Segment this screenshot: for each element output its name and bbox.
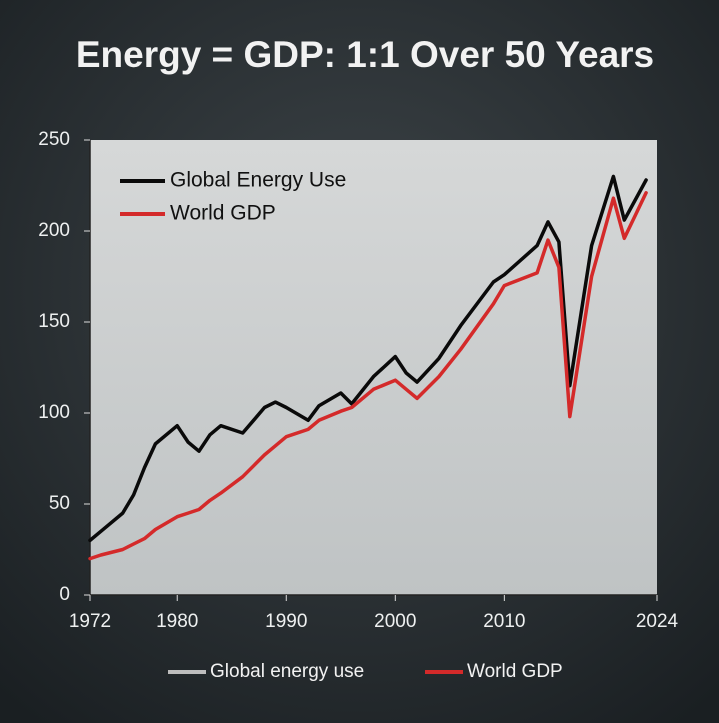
- x-tick-label: 2024: [636, 611, 679, 632]
- chart-title: Energy = GDP: 1:1 Over 50 Years: [76, 34, 654, 75]
- x-tick-label: 1990: [265, 611, 307, 632]
- y-tick-label: 100: [38, 402, 70, 423]
- x-tick-label: 2010: [483, 611, 525, 632]
- legend-label: Global energy use: [210, 661, 364, 682]
- y-tick-label: 150: [38, 311, 70, 332]
- legend-label: Global Energy Use: [170, 169, 346, 192]
- bottom-legend: Global energy use World GDP: [168, 661, 563, 682]
- legend-label: World GDP: [467, 661, 563, 682]
- x-tick-label: 2000: [374, 611, 416, 632]
- legend-label: World GDP: [170, 202, 276, 225]
- marks: 0 50 100 150 200 250 1972 1980 1990 2000 2010 2024: [38, 129, 678, 632]
- plot-area: [90, 140, 657, 595]
- x-tick-label: 1972: [69, 611, 111, 632]
- series-line: [88, 174, 648, 543]
- y-tick-label: 200: [38, 220, 70, 241]
- x-tick-label: 1980: [156, 611, 198, 632]
- series-line: [88, 191, 648, 561]
- legend: Global Energy Use World GDP: [120, 169, 346, 225]
- y-tick-label: 50: [49, 493, 70, 514]
- y-tick-label: 250: [38, 129, 70, 150]
- y-tick-label: 0: [59, 584, 70, 605]
